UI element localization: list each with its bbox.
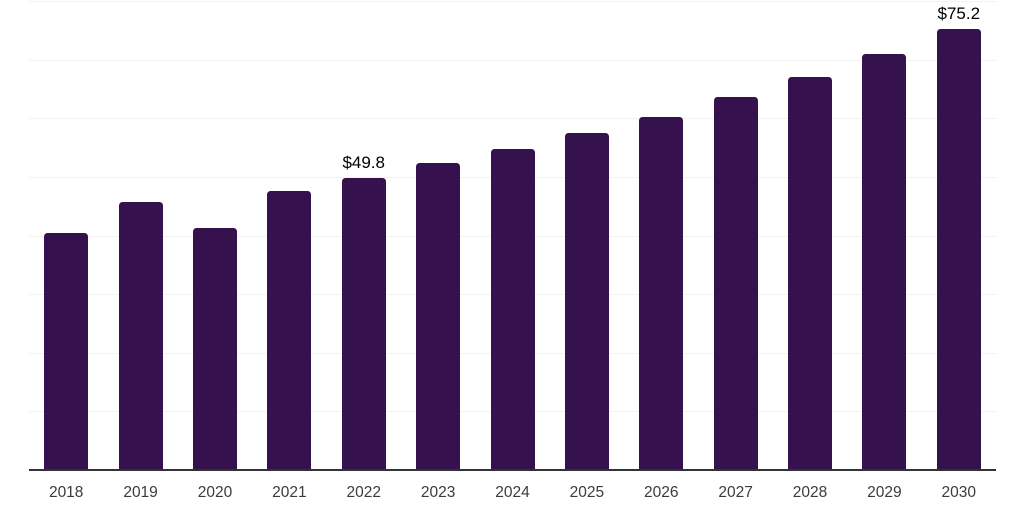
gridline-80: [29, 1, 996, 2]
x-tick-label-2023: 2023: [420, 484, 456, 501]
value-label-2022: $49.8: [342, 153, 385, 173]
bar-2023[interactable]: [416, 163, 461, 470]
x-axis-line: [29, 469, 996, 471]
bar-2030[interactable]: [936, 29, 981, 470]
x-tick-label-2022: 2022: [346, 484, 381, 501]
gridline-70: [29, 59, 996, 61]
bar-2022[interactable]: [341, 178, 386, 470]
gridline-60: [29, 118, 996, 120]
x-tick-label-2019: 2019: [123, 484, 158, 501]
x-tick-label-2024: 2024: [495, 484, 530, 501]
x-tick-label-2021: 2021: [272, 484, 307, 501]
bar-2021[interactable]: [267, 190, 312, 470]
bar-2020[interactable]: [192, 227, 237, 470]
x-tick-label-2027: 2027: [718, 484, 753, 501]
x-tick-label-2020: 2020: [197, 484, 233, 501]
bar-2028[interactable]: [788, 76, 833, 470]
x-tick-label-2025: 2025: [569, 484, 605, 501]
bar-2024[interactable]: [490, 148, 535, 470]
x-tick-label-2026: 2026: [644, 484, 679, 501]
x-tick-label-2018: 2018: [48, 484, 84, 501]
bar-2027[interactable]: [713, 97, 758, 470]
x-tick-label-2028: 2028: [792, 484, 828, 501]
bar-2026[interactable]: [639, 117, 684, 470]
bar-2018[interactable]: [44, 233, 89, 470]
bar-2029[interactable]: [862, 53, 907, 470]
value-label-2030: $75.2: [937, 4, 981, 24]
bar-2019[interactable]: [118, 202, 163, 470]
x-tick-label-2030: 2030: [941, 484, 977, 501]
bar-2025[interactable]: [564, 132, 609, 470]
x-tick-label-2029: 2029: [867, 484, 902, 501]
